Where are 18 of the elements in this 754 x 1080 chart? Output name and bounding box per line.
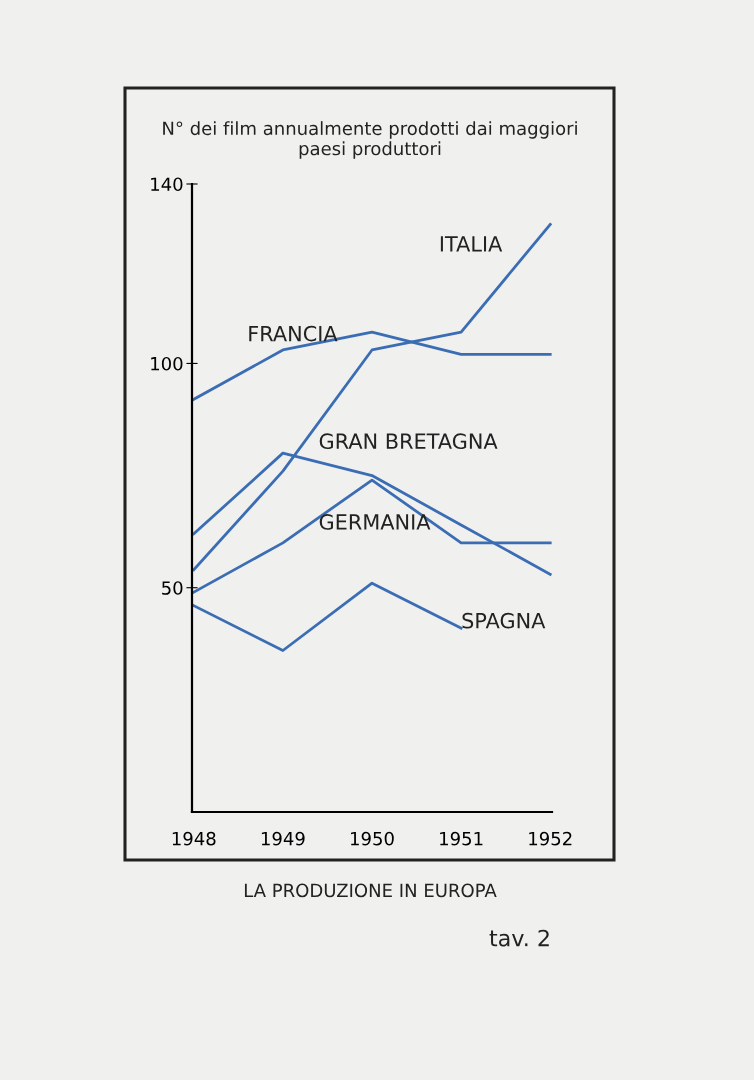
y-tick-label: 140 [151, 177, 183, 192]
line-series [192, 581, 463, 652]
text: tav. 2 [489, 929, 549, 947]
series-label: FRANCIA [249, 325, 338, 342]
chart-title: N° dei film annualmente prodotti dai maggiori paesi produttori [163, 121, 577, 159]
x-tick-label: 1952 [529, 831, 572, 846]
x-tick-label: 1948 [172, 831, 216, 846]
y-tick-label: 100 [151, 356, 183, 371]
x-tick-label: 1949 [261, 831, 305, 846]
series-label: GERMANIA [319, 514, 431, 530]
x-tick-label: 1950 [351, 831, 394, 846]
series-label: ITALIA [440, 236, 503, 252]
line-series [192, 222, 552, 572]
series-label: GRAN BRETAGNA [319, 433, 498, 450]
series-label: SPAGNA [462, 612, 546, 629]
y-tick-label: 50 [162, 581, 183, 595]
text: LA PRODUZIONE IN EUROPA [244, 883, 497, 898]
x-tick-label: 1951 [440, 831, 483, 846]
